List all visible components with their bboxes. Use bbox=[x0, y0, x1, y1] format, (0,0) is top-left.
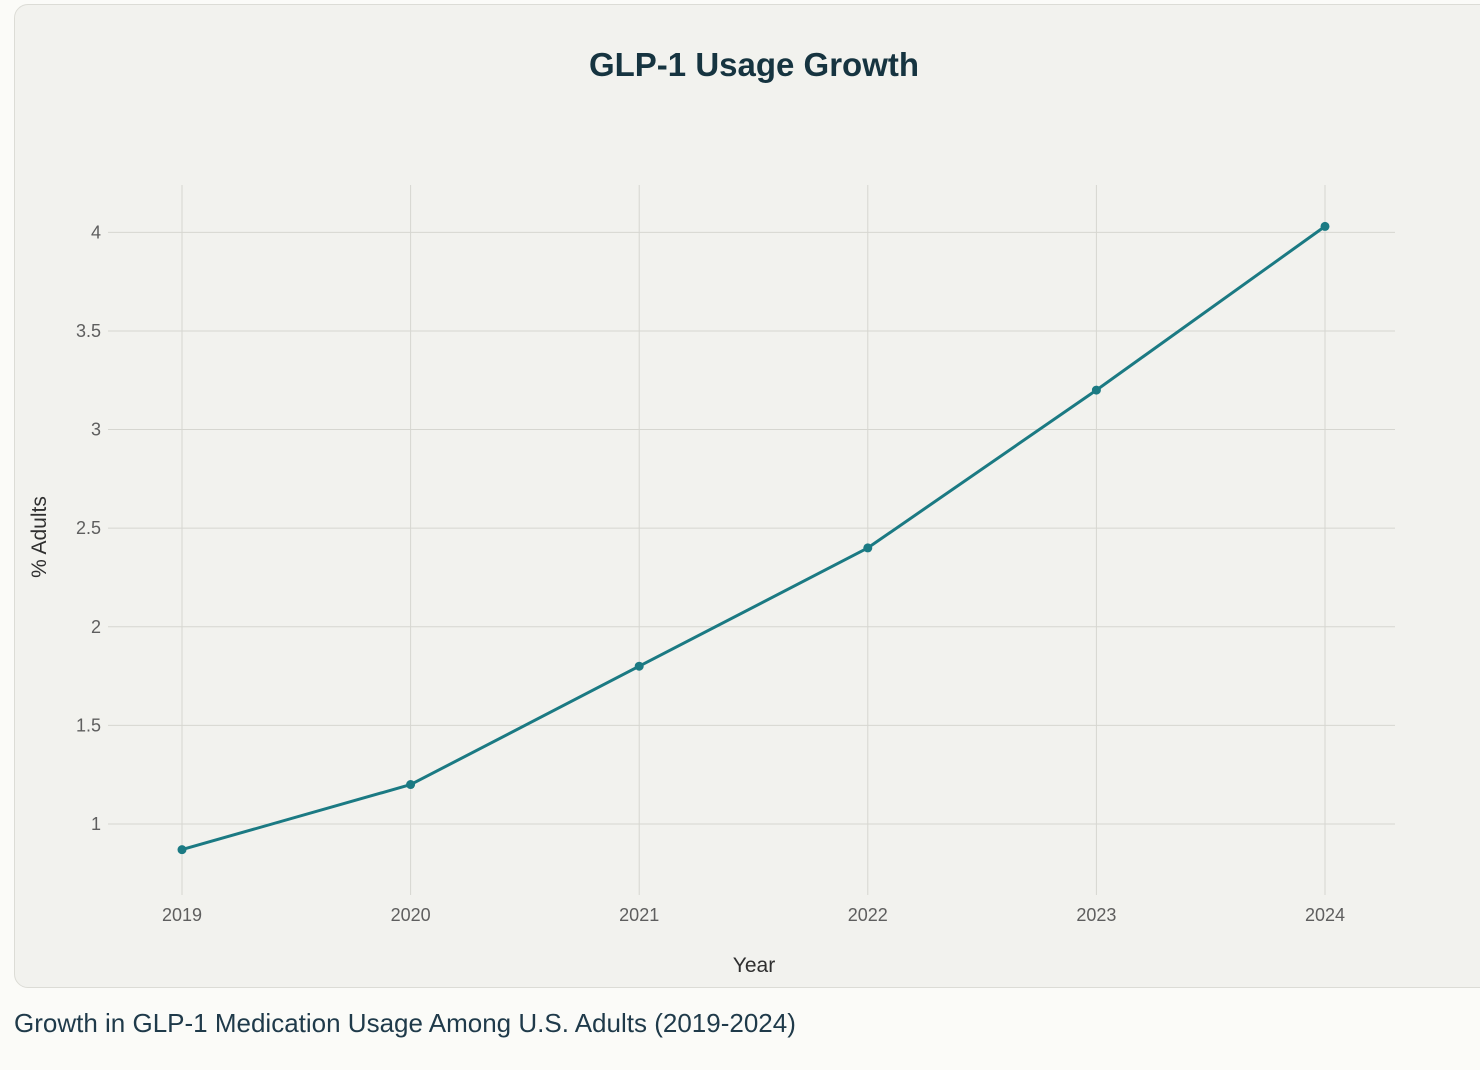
x-gridlines bbox=[181, 185, 1326, 895]
y-axis-title: % Adults bbox=[28, 496, 51, 578]
y-tick-labels: 1 1.5 2 2.5 3 3.5 4 bbox=[76, 222, 101, 834]
data-point[interactable] bbox=[177, 845, 187, 855]
y-gridlines bbox=[108, 231, 1395, 825]
figure-caption: Growth in GLP-1 Medication Usage Among U… bbox=[14, 1008, 796, 1038]
data-point[interactable] bbox=[1091, 385, 1101, 395]
x-tick-label: 2022 bbox=[848, 905, 888, 925]
x-tick-label: 2020 bbox=[391, 905, 431, 925]
y-tick-label: 1 bbox=[91, 814, 101, 834]
x-tick-label: 2024 bbox=[1305, 905, 1345, 925]
data-point[interactable] bbox=[1320, 221, 1330, 231]
x-axis-title: Year bbox=[733, 954, 775, 977]
data-point[interactable] bbox=[634, 661, 644, 671]
x-tick-label: 2021 bbox=[619, 905, 659, 925]
y-tick-label: 2 bbox=[91, 617, 101, 637]
data-point[interactable] bbox=[863, 543, 873, 553]
data-point[interactable] bbox=[406, 780, 416, 790]
x-tick-label: 2019 bbox=[162, 905, 202, 925]
x-tick-labels: 2019 2020 2021 2022 2023 2024 bbox=[162, 905, 1345, 925]
series-line bbox=[180, 224, 1327, 852]
series-layer bbox=[177, 221, 1330, 855]
line-chart: GLP-1 Usage Growth 1 1.5 2 2.5 3 3.5 4 2019 202… bbox=[28, 46, 1395, 977]
y-tick-label: 1.5 bbox=[76, 715, 101, 735]
x-tick-label: 2023 bbox=[1076, 905, 1116, 925]
y-tick-label: 3 bbox=[91, 420, 101, 440]
y-tick-label: 4 bbox=[91, 222, 101, 242]
chart-title: GLP-1 Usage Growth bbox=[589, 46, 919, 83]
y-tick-label: 2.5 bbox=[76, 518, 101, 538]
y-tick-label: 3.5 bbox=[76, 321, 101, 341]
